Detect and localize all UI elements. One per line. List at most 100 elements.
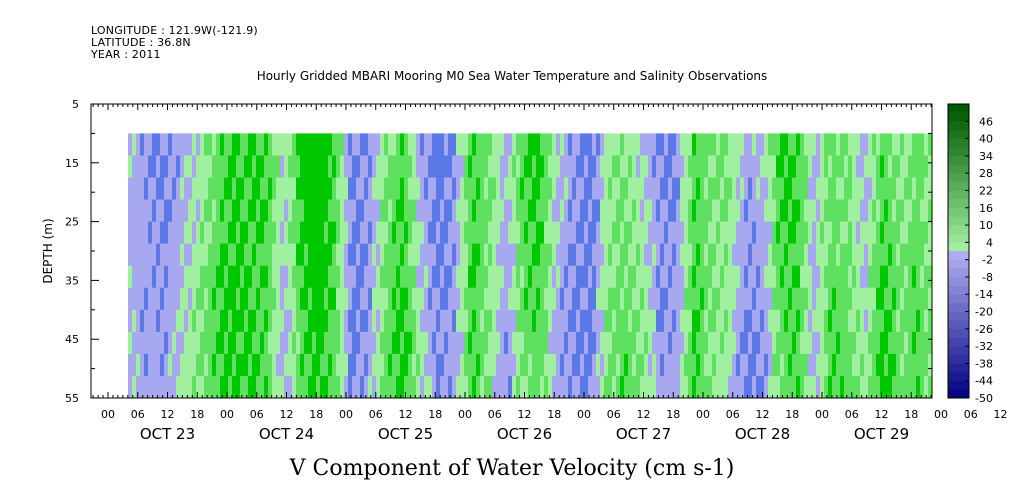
heatmap-cell xyxy=(668,199,673,223)
heatmap-cell xyxy=(828,265,833,289)
heatmap-cell xyxy=(340,331,345,355)
heatmap-cell xyxy=(484,199,489,223)
heatmap-cell xyxy=(240,177,245,201)
heatmap-cell xyxy=(256,243,261,267)
heatmap-cell xyxy=(600,331,605,355)
chart-title: Hourly Gridded MBARI Mooring M0 Sea Wate… xyxy=(257,69,768,83)
colorbar-band xyxy=(948,311,969,321)
heatmap-cell xyxy=(468,375,473,399)
x-date-label: OCT 23 xyxy=(140,425,195,443)
heatmap-cell xyxy=(920,309,925,333)
heatmap-cell xyxy=(824,375,829,399)
heatmap-cell xyxy=(144,353,149,377)
heatmap-cell xyxy=(492,265,497,289)
heatmap-cell xyxy=(800,199,805,223)
heatmap-cell xyxy=(148,199,153,223)
heatmap-cell xyxy=(352,375,357,399)
heatmap-cell xyxy=(276,243,281,267)
heatmap-cell xyxy=(312,177,317,201)
heatmap-cell xyxy=(856,287,861,311)
heatmap-cell xyxy=(844,199,849,223)
heatmap-cell xyxy=(780,309,785,333)
heatmap-cell xyxy=(188,375,193,399)
heatmap-cell xyxy=(388,133,393,156)
heatmap-cell xyxy=(720,375,725,399)
heatmap-cell xyxy=(496,331,501,355)
heatmap-cell xyxy=(476,375,481,399)
heatmap-cell xyxy=(492,287,497,311)
heatmap-cell xyxy=(444,243,449,267)
heatmap-cell xyxy=(916,177,921,201)
heatmap-cell xyxy=(768,221,773,245)
heatmap-cell xyxy=(460,353,465,377)
heatmap-cell xyxy=(416,375,421,399)
heatmap-cell xyxy=(204,243,209,267)
heatmap-cell xyxy=(144,309,149,333)
heatmap-cell xyxy=(580,331,585,355)
heatmap-cell xyxy=(300,375,305,399)
heatmap-cell xyxy=(760,287,765,311)
heatmap-cell xyxy=(888,221,893,245)
heatmap-cell xyxy=(712,353,717,377)
heatmap-cell xyxy=(544,309,549,333)
heatmap-cell xyxy=(560,133,565,156)
heatmap-cell xyxy=(376,265,381,289)
heatmap-cell xyxy=(228,309,233,333)
heatmap-cell xyxy=(384,243,389,267)
heatmap-cell xyxy=(700,133,705,156)
heatmap-cell xyxy=(576,331,581,355)
heatmap-cell xyxy=(296,309,301,333)
heatmap-cell xyxy=(564,133,569,156)
heatmap-cell xyxy=(812,177,817,201)
latitude-label: LATITUDE : 36.8N xyxy=(91,36,191,49)
heatmap-cell xyxy=(816,221,821,245)
heatmap-cell xyxy=(308,199,313,223)
heatmap-cell xyxy=(760,331,765,355)
heatmap-cell xyxy=(728,177,733,201)
heatmap-cell xyxy=(248,375,253,399)
heatmap-cell xyxy=(872,243,877,267)
heatmap-cell xyxy=(264,375,269,399)
heatmap-cell xyxy=(300,221,305,245)
heatmap-cell xyxy=(176,199,181,223)
heatmap-cell xyxy=(652,309,657,333)
heatmap-cell xyxy=(196,155,201,178)
heatmap-cell xyxy=(844,375,849,399)
heatmap-cell xyxy=(128,265,133,289)
heatmap-cell xyxy=(736,155,741,178)
heatmap-cell xyxy=(248,199,253,223)
heatmap-cell xyxy=(256,309,261,333)
heatmap-cell xyxy=(728,265,733,289)
heatmap-cell xyxy=(196,199,201,223)
heatmap-cell xyxy=(880,177,885,201)
heatmap-cell xyxy=(276,375,281,399)
heatmap-cell xyxy=(424,287,429,311)
heatmap-cell xyxy=(176,265,181,289)
heatmap-cell xyxy=(924,221,929,245)
heatmap-cell xyxy=(876,133,881,156)
heatmap-cell xyxy=(600,287,605,311)
y-tick-label: 5 xyxy=(72,98,79,111)
heatmap-cell xyxy=(432,287,437,311)
heatmap-cell xyxy=(604,177,609,201)
heatmap-cell xyxy=(536,375,541,399)
heatmap-cell xyxy=(852,133,857,156)
heatmap-cell xyxy=(760,353,765,377)
heatmap-cell xyxy=(320,221,325,245)
heatmap-cell xyxy=(520,243,525,267)
heatmap-cell xyxy=(160,287,165,311)
heatmap-cell xyxy=(720,287,725,311)
heatmap-cell xyxy=(376,243,381,267)
heatmap-cell xyxy=(904,155,909,178)
heatmap-cell xyxy=(848,353,853,377)
heatmap-cell xyxy=(712,199,717,223)
heatmap-cell xyxy=(364,265,369,289)
heatmap-cell xyxy=(264,221,269,245)
heatmap-cell xyxy=(340,243,345,267)
heatmap-cell xyxy=(788,177,793,201)
heatmap-cell xyxy=(416,133,421,156)
heatmap-cell xyxy=(360,287,365,311)
heatmap-cell xyxy=(816,287,821,311)
heatmap-cell xyxy=(208,353,213,377)
heatmap-cell xyxy=(368,353,373,377)
